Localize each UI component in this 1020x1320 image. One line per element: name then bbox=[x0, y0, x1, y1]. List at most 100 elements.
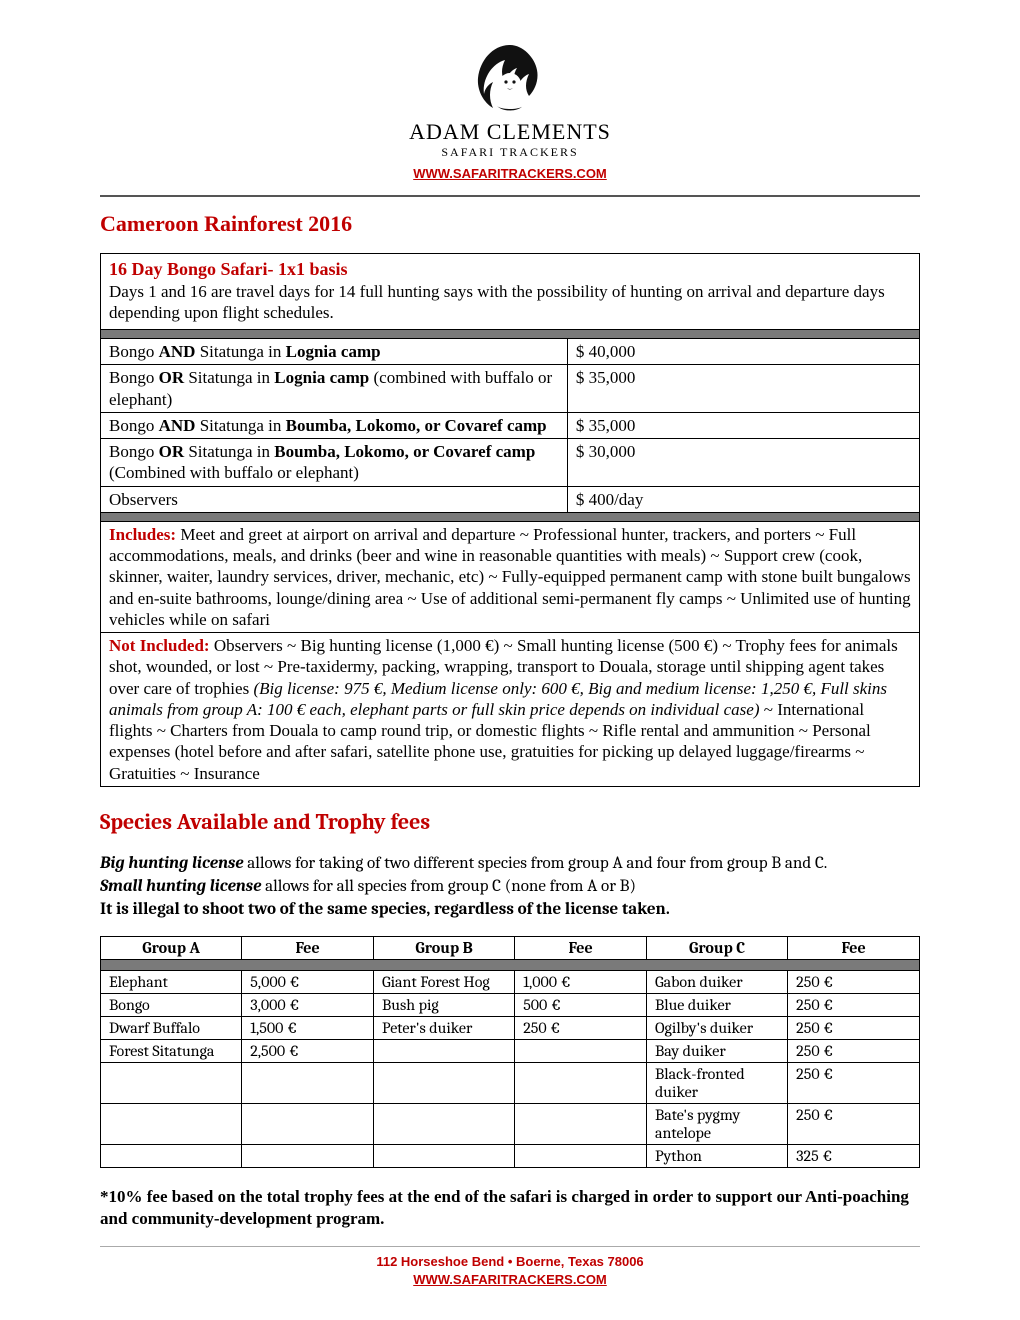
price-value: $ 35,000 bbox=[567, 365, 919, 413]
lion-logo-icon bbox=[465, 40, 555, 118]
license-info: Big hunting license allows for taking of… bbox=[100, 853, 920, 922]
species-cell bbox=[242, 1062, 374, 1103]
price-desc: Bongo OR Sitatunga in Lognia camp (combi… bbox=[101, 365, 568, 413]
species-row: Elephant5,000 €Giant Forest Hog1,000 €Ga… bbox=[101, 970, 920, 993]
safari-pricing-table: 16 Day Bongo Safari- 1x1 basis Days 1 an… bbox=[100, 253, 920, 787]
species-cell: Gabon duiker bbox=[646, 970, 787, 993]
species-cell bbox=[515, 1062, 647, 1103]
footer-website-link[interactable]: WWW.SAFARITRACKERS.COM bbox=[100, 1271, 920, 1289]
price-value: $ 30,000 bbox=[567, 439, 919, 487]
includes-cell: Includes: Meet and greet at airport on a… bbox=[101, 521, 920, 632]
species-row: Dwarf Buffalo1,500 €Peter's duiker250 €O… bbox=[101, 1016, 920, 1039]
not-included-cell: Not Included: Observers ~ Big hunting li… bbox=[101, 633, 920, 787]
species-row: Black-fronted duiker250 € bbox=[101, 1062, 920, 1103]
species-cell: Bongo bbox=[101, 993, 242, 1016]
species-cell: Forest Sitatunga bbox=[101, 1039, 242, 1062]
species-cell bbox=[515, 1103, 647, 1144]
col-header: Group C bbox=[646, 936, 787, 959]
species-cell: 250 € bbox=[788, 1062, 920, 1103]
species-cell: Dwarf Buffalo bbox=[101, 1016, 242, 1039]
species-heading: Species Available and Trophy fees bbox=[100, 809, 920, 835]
page-footer: 112 Horseshoe Bend • Boerne, Texas 78006… bbox=[100, 1253, 920, 1289]
species-cell: 5,000 € bbox=[242, 970, 374, 993]
species-cell: 3,000 € bbox=[242, 993, 374, 1016]
species-cell bbox=[101, 1062, 242, 1103]
species-cell: Bush pig bbox=[373, 993, 514, 1016]
species-cell bbox=[515, 1039, 647, 1062]
brand-name: ADAM CLEMENTS bbox=[100, 119, 920, 145]
table-spacer bbox=[101, 512, 920, 521]
footer-address: 112 Horseshoe Bend • Boerne, Texas 78006 bbox=[100, 1253, 920, 1271]
species-cell bbox=[373, 1039, 514, 1062]
species-header-row: Group A Fee Group B Fee Group C Fee bbox=[101, 936, 920, 959]
species-cell: 250 € bbox=[515, 1016, 647, 1039]
species-cell: Bate's pygmy antelope bbox=[646, 1103, 787, 1144]
species-cell bbox=[101, 1144, 242, 1167]
species-fees-table: Group A Fee Group B Fee Group C Fee Elep… bbox=[100, 936, 920, 1168]
big-license-text: allows for taking of two different speci… bbox=[244, 854, 828, 873]
safari-intro-text: Days 1 and 16 are travel days for 14 ful… bbox=[109, 282, 885, 322]
col-header: Fee bbox=[515, 936, 647, 959]
species-cell: 250 € bbox=[788, 1103, 920, 1144]
safari-heading: 16 Day Bongo Safari- 1x1 basis bbox=[109, 259, 348, 279]
species-cell: 250 € bbox=[788, 1016, 920, 1039]
price-row: Bongo OR Sitatunga in Lognia camp (combi… bbox=[101, 365, 920, 413]
species-row: Bate's pygmy antelope250 € bbox=[101, 1103, 920, 1144]
species-cell: 250 € bbox=[788, 993, 920, 1016]
price-desc: Bongo AND Sitatunga in Boumba, Lokomo, o… bbox=[101, 412, 568, 438]
page-title: Cameroon Rainforest 2016 bbox=[100, 211, 920, 237]
table-spacer bbox=[101, 330, 920, 339]
not-included-label: Not Included: bbox=[109, 636, 210, 655]
price-value: $ 400/day bbox=[567, 486, 919, 512]
header-rule bbox=[100, 195, 920, 197]
table-spacer bbox=[101, 959, 920, 970]
col-header: Fee bbox=[242, 936, 374, 959]
species-cell bbox=[101, 1103, 242, 1144]
species-cell: 250 € bbox=[788, 1039, 920, 1062]
species-cell bbox=[515, 1144, 647, 1167]
species-cell: Giant Forest Hog bbox=[373, 970, 514, 993]
safari-intro-cell: 16 Day Bongo Safari- 1x1 basis Days 1 an… bbox=[101, 254, 920, 330]
species-cell: Peter's duiker bbox=[373, 1016, 514, 1039]
species-cell: Python bbox=[646, 1144, 787, 1167]
trophy-fee-footnote: *10% fee based on the total trophy fees … bbox=[100, 1186, 920, 1230]
price-row: Bongo AND Sitatunga in Boumba, Lokomo, o… bbox=[101, 412, 920, 438]
price-desc: Bongo AND Sitatunga in Lognia camp bbox=[101, 339, 568, 365]
species-cell: Black-fronted duiker bbox=[646, 1062, 787, 1103]
col-header: Group B bbox=[373, 936, 514, 959]
price-row: Observers $ 400/day bbox=[101, 486, 920, 512]
price-desc: Bongo OR Sitatunga in Boumba, Lokomo, or… bbox=[101, 439, 568, 487]
species-cell: Blue duiker bbox=[646, 993, 787, 1016]
illegal-line: It is illegal to shoot two of the same s… bbox=[100, 900, 670, 919]
species-cell: 500 € bbox=[515, 993, 647, 1016]
species-cell: Bay duiker bbox=[646, 1039, 787, 1062]
species-cell bbox=[373, 1103, 514, 1144]
price-value: $ 35,000 bbox=[567, 412, 919, 438]
price-desc: Observers bbox=[101, 486, 568, 512]
species-cell: 1,000 € bbox=[515, 970, 647, 993]
footer-rule bbox=[100, 1246, 920, 1247]
price-row: Bongo AND Sitatunga in Lognia camp $ 40,… bbox=[101, 339, 920, 365]
species-cell: 1,500 € bbox=[242, 1016, 374, 1039]
small-license-text: allows for all species from group C (non… bbox=[261, 877, 636, 896]
brand-subtitle: SAFARI TRACKERS bbox=[100, 145, 920, 160]
col-header: Group A bbox=[101, 936, 242, 959]
includes-label: Includes: bbox=[109, 525, 176, 544]
header-website-link[interactable]: WWW.SAFARITRACKERS.COM bbox=[100, 166, 920, 181]
price-value: $ 40,000 bbox=[567, 339, 919, 365]
big-license-label: Big hunting license bbox=[100, 854, 244, 873]
col-header: Fee bbox=[788, 936, 920, 959]
logo-block: ADAM CLEMENTS SAFARI TRACKERS bbox=[100, 40, 920, 160]
species-row: Bongo3,000 €Bush pig500 €Blue duiker250 … bbox=[101, 993, 920, 1016]
small-license-label: Small hunting license bbox=[100, 877, 261, 896]
species-cell bbox=[373, 1144, 514, 1167]
species-cell bbox=[373, 1062, 514, 1103]
includes-text: Meet and greet at airport on arrival and… bbox=[109, 525, 911, 629]
species-row: Forest Sitatunga2,500 € Bay duiker250 € bbox=[101, 1039, 920, 1062]
species-cell: 2,500 € bbox=[242, 1039, 374, 1062]
price-row: Bongo OR Sitatunga in Boumba, Lokomo, or… bbox=[101, 439, 920, 487]
species-row: Python325 € bbox=[101, 1144, 920, 1167]
species-cell: Elephant bbox=[101, 970, 242, 993]
species-cell: 250 € bbox=[788, 970, 920, 993]
species-cell: 325 € bbox=[788, 1144, 920, 1167]
